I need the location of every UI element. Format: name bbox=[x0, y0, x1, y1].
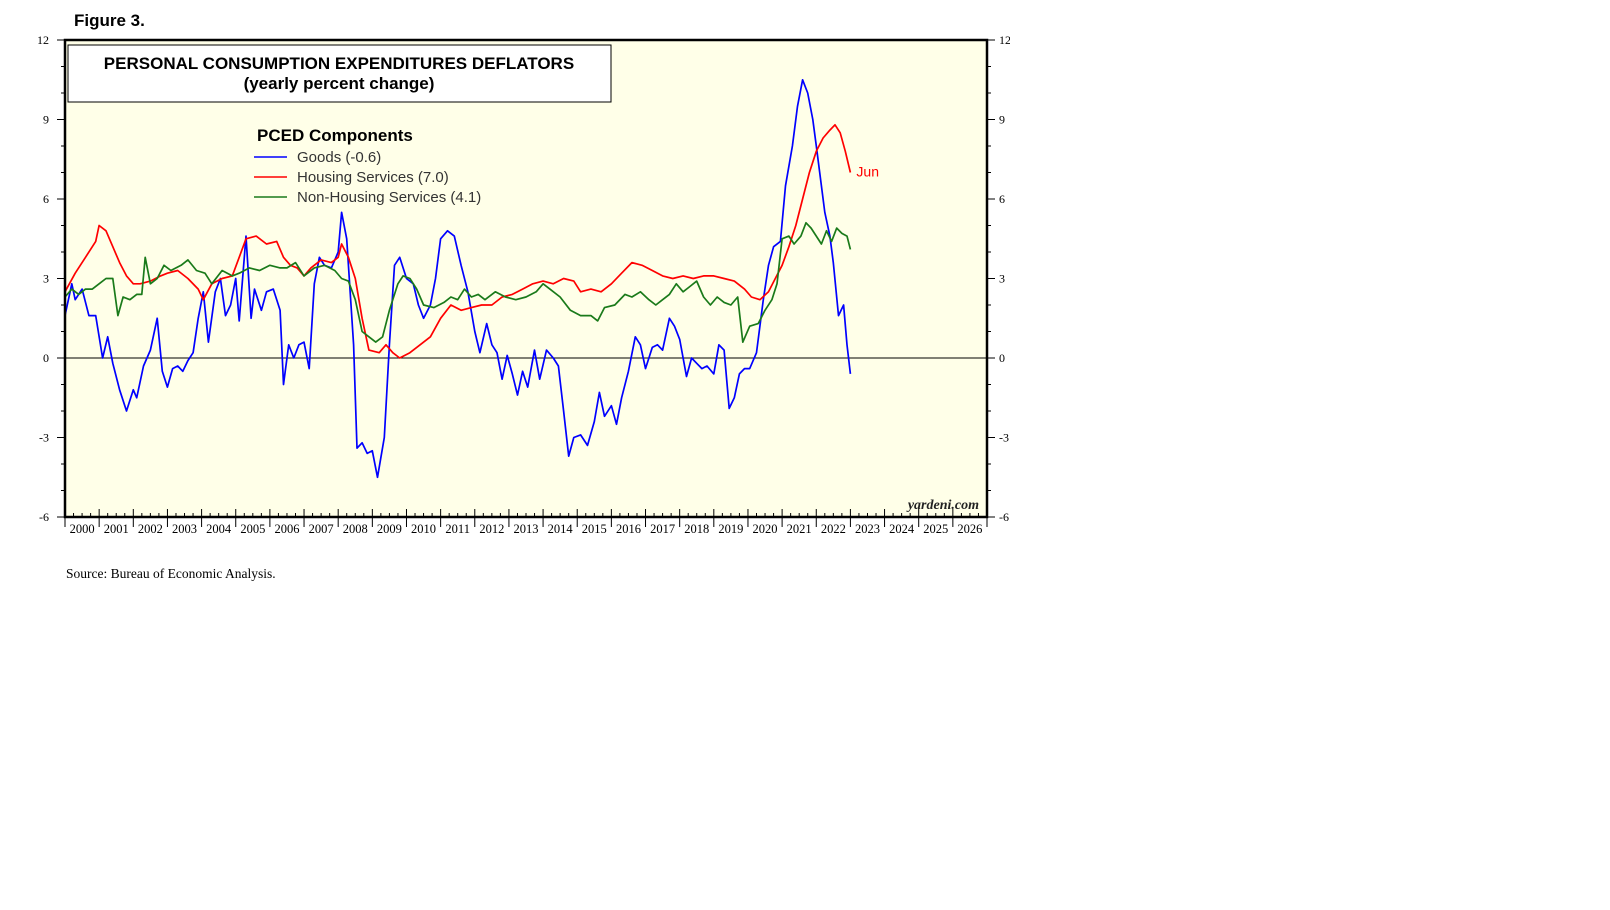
x-axis: 2000 2001 2002 2003 2004 2005 2006 2007 2008 2009… bbox=[64, 509, 988, 536]
y-tick-label: -6 bbox=[999, 510, 1009, 524]
x-tick-label: 2009 bbox=[377, 522, 402, 536]
y-axis-right: -6 -3 0 3 6 9 12 bbox=[987, 33, 1010, 524]
series-housing-line bbox=[64, 123, 852, 359]
chart-subtitle: (yearly percent change) bbox=[244, 74, 435, 93]
y-tick-label: 0 bbox=[43, 351, 49, 365]
y-tick-label: -3 bbox=[39, 431, 49, 445]
chart: PERSONAL CONSUMPTION EXPENDITURES DEFLAT… bbox=[37, 33, 1010, 536]
x-tick-label: 2006 bbox=[274, 522, 299, 536]
x-tick-label: 2001 bbox=[104, 522, 129, 536]
x-tick-label: 2008 bbox=[343, 522, 368, 536]
y-tick-label: 9 bbox=[43, 113, 49, 127]
y-axis-left: -6 -3 0 3 6 9 12 bbox=[37, 33, 65, 524]
x-tick-label: 2016 bbox=[616, 522, 641, 536]
x-tick-label: 2024 bbox=[889, 522, 915, 536]
x-tick-label: 2012 bbox=[479, 522, 504, 536]
y-tick-label: 3 bbox=[43, 272, 49, 286]
y-tick-label: 3 bbox=[999, 272, 1005, 286]
x-tick-label: 2018 bbox=[684, 522, 709, 536]
x-tick-label: 2003 bbox=[172, 522, 197, 536]
y-tick-label: 6 bbox=[999, 192, 1005, 206]
y-tick-label: 9 bbox=[999, 113, 1005, 127]
x-tick-label: 2015 bbox=[582, 522, 607, 536]
x-tick-label: 2017 bbox=[650, 522, 675, 536]
series-nonhousing-line bbox=[64, 221, 852, 343]
plot-background bbox=[65, 40, 987, 517]
y-tick-label: -3 bbox=[999, 431, 1009, 445]
source-note: Source: Bureau of Economic Analysis. bbox=[66, 566, 276, 581]
x-tick-label: 2010 bbox=[411, 522, 436, 536]
series-lines bbox=[64, 78, 852, 479]
x-tick-label: 2019 bbox=[718, 522, 743, 536]
x-tick-label: 2023 bbox=[855, 522, 880, 536]
x-tick-label: 2011 bbox=[445, 522, 470, 536]
y-tick-label: 12 bbox=[999, 33, 1010, 47]
y-tick-label: 6 bbox=[43, 192, 49, 206]
x-tick-label: 2007 bbox=[309, 522, 334, 536]
x-tick-label: 2013 bbox=[514, 522, 539, 536]
legend-label-goods: Goods (-0.6) bbox=[297, 149, 381, 166]
legend-label-nonhousing: Non-Housing Services (4.1) bbox=[297, 189, 481, 206]
x-tick-label: 2005 bbox=[240, 522, 265, 536]
y-tick-label: 0 bbox=[999, 351, 1005, 365]
y-tick-label: 12 bbox=[37, 33, 49, 47]
x-tick-label: 2002 bbox=[138, 522, 163, 536]
x-tick-label: 2026 bbox=[957, 522, 982, 536]
legend-title: PCED Components bbox=[257, 126, 413, 145]
legend: PCED Components Goods (-0.6) Housing Ser… bbox=[254, 126, 481, 206]
x-tick-label: 2004 bbox=[206, 522, 232, 536]
x-tick-label: 2020 bbox=[753, 522, 778, 536]
x-tick-label: 2022 bbox=[821, 522, 846, 536]
x-tick-label: 2014 bbox=[548, 522, 574, 536]
figure-label: Figure 3. bbox=[74, 11, 145, 30]
chart-title: PERSONAL CONSUMPTION EXPENDITURES DEFLAT… bbox=[104, 54, 574, 73]
x-tick-label: 2021 bbox=[787, 522, 812, 536]
y-tick-label: -6 bbox=[39, 510, 49, 524]
title-box: PERSONAL CONSUMPTION EXPENDITURES DEFLAT… bbox=[67, 44, 612, 103]
legend-label-housing: Housing Services (7.0) bbox=[297, 169, 449, 186]
x-tick-label: 2000 bbox=[70, 522, 95, 536]
series-goods-line bbox=[64, 78, 852, 479]
end-annotation: Jun bbox=[856, 164, 879, 180]
x-tick-label: 2025 bbox=[923, 522, 948, 536]
watermark: yardeni.com bbox=[906, 498, 979, 513]
